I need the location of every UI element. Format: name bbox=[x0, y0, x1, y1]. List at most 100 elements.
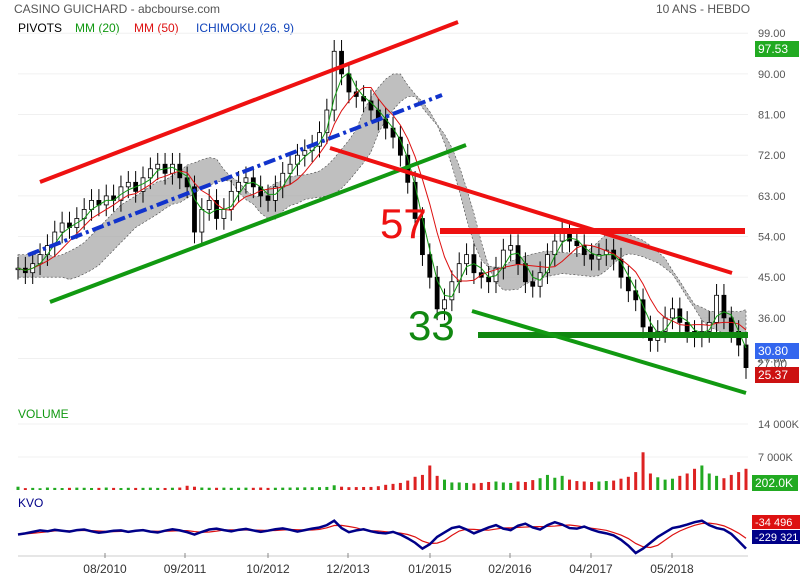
kvo-line bbox=[17, 519, 747, 555]
price-tick-label: 45.00 bbox=[758, 272, 786, 284]
volume-bar bbox=[648, 473, 652, 490]
volume-bar bbox=[435, 475, 439, 490]
volume-bar bbox=[479, 482, 483, 490]
candle-body bbox=[714, 294, 719, 323]
volume-axis: 14 000K 7 000K bbox=[18, 419, 800, 464]
candle-body bbox=[199, 209, 205, 233]
volume-bar bbox=[126, 487, 130, 490]
volume-bar bbox=[538, 478, 542, 490]
candle-body bbox=[684, 322, 690, 332]
volume-bar bbox=[288, 487, 292, 490]
volume-bar bbox=[67, 487, 71, 490]
kvo-tag1: -34 496 bbox=[755, 517, 792, 529]
ichimoku-trend-line bbox=[27, 93, 443, 257]
volume-tick-label: 14 000K bbox=[758, 419, 800, 431]
candle-body bbox=[515, 245, 521, 265]
volume-bar bbox=[670, 478, 674, 490]
volume-bar bbox=[31, 487, 35, 490]
volume-tick-label: 7 000K bbox=[758, 452, 794, 464]
candle-body bbox=[640, 299, 646, 328]
volume-bar bbox=[53, 487, 57, 490]
candle-body bbox=[125, 181, 131, 188]
price-tag-ref: 30.80 bbox=[758, 344, 788, 358]
legend-pivots: PIVOTS bbox=[18, 21, 62, 35]
volume-bar bbox=[303, 487, 307, 490]
volume-bar bbox=[626, 476, 630, 490]
candle-body bbox=[728, 317, 734, 332]
volume-bar bbox=[347, 487, 351, 490]
volume-bar bbox=[90, 487, 94, 490]
price-tag-ref-bg bbox=[755, 343, 799, 359]
volume-bar bbox=[119, 488, 123, 490]
volume-bar bbox=[97, 487, 101, 490]
volume-bar bbox=[148, 487, 152, 490]
volume-bar bbox=[134, 487, 138, 490]
candle-body bbox=[677, 308, 683, 323]
candle-body bbox=[192, 186, 197, 233]
candle-body bbox=[170, 163, 175, 174]
candle-body bbox=[302, 150, 308, 156]
volume-bar bbox=[237, 487, 241, 490]
volume-bar bbox=[597, 481, 601, 490]
price-tick-label: 54.00 bbox=[758, 232, 786, 244]
volume-bar bbox=[325, 486, 329, 490]
volume-bar bbox=[700, 465, 704, 490]
volume-bar bbox=[200, 487, 204, 490]
volume-bar bbox=[251, 487, 255, 490]
volume-bar bbox=[494, 481, 498, 490]
candle-body bbox=[552, 240, 558, 256]
candle-body bbox=[464, 254, 469, 265]
candle-body bbox=[265, 195, 271, 201]
candlesticks bbox=[15, 40, 749, 379]
volume-bar bbox=[707, 473, 711, 490]
candle-body bbox=[589, 254, 594, 260]
ichimoku-cloud bbox=[17, 73, 747, 335]
volume-bar bbox=[244, 487, 248, 490]
candle-body bbox=[427, 254, 433, 278]
legend-ichimoku: ICHIMOKU (26, 9) bbox=[196, 21, 294, 35]
volume-bar bbox=[465, 482, 469, 490]
candle-body bbox=[272, 186, 278, 201]
volume-bar bbox=[619, 478, 623, 490]
price-tag-high: 97.53 bbox=[758, 42, 788, 56]
candle-body bbox=[434, 276, 440, 310]
kvo-signal-line bbox=[17, 522, 747, 549]
candle-body bbox=[508, 245, 514, 251]
volume-bar bbox=[215, 487, 219, 490]
upper-channel-line bbox=[39, 20, 459, 184]
candle-body bbox=[243, 177, 249, 183]
candle-body bbox=[147, 168, 153, 179]
volume-bar bbox=[715, 475, 719, 490]
volume-bar bbox=[428, 465, 432, 490]
volume-bar bbox=[16, 486, 20, 490]
lower-down-channel-line bbox=[471, 309, 747, 395]
candle-body bbox=[346, 73, 352, 93]
volume-bar bbox=[332, 485, 336, 490]
volume-bar bbox=[560, 475, 564, 490]
volume-bar bbox=[398, 482, 402, 490]
kvo-tag1-bg bbox=[752, 515, 800, 529]
cloud-area bbox=[17, 73, 747, 335]
price-tag-last: 25.37 bbox=[758, 368, 788, 382]
volume-bar bbox=[406, 480, 410, 490]
volume-bar bbox=[612, 480, 616, 490]
volume-bar bbox=[185, 485, 189, 490]
volume-bar bbox=[391, 483, 395, 490]
candle-body bbox=[412, 181, 418, 219]
candle-body bbox=[574, 240, 580, 246]
volume-bar bbox=[170, 487, 174, 490]
volume-bar bbox=[744, 468, 748, 490]
volume-bar bbox=[295, 487, 299, 490]
volume-label: VOLUME bbox=[18, 407, 69, 421]
lower-channel-line bbox=[49, 143, 467, 304]
candle-body bbox=[500, 249, 506, 269]
volume-bar bbox=[656, 477, 660, 490]
volume-bar bbox=[207, 487, 211, 490]
volume-bar bbox=[737, 472, 741, 490]
legend-mm20: MM (20) bbox=[75, 21, 120, 35]
annotation-57: 57 bbox=[380, 200, 427, 247]
volume-bar bbox=[229, 487, 233, 490]
volume-bar bbox=[516, 481, 520, 490]
x-tick-label: 01/2015 bbox=[408, 562, 452, 576]
candle-body bbox=[221, 209, 227, 219]
